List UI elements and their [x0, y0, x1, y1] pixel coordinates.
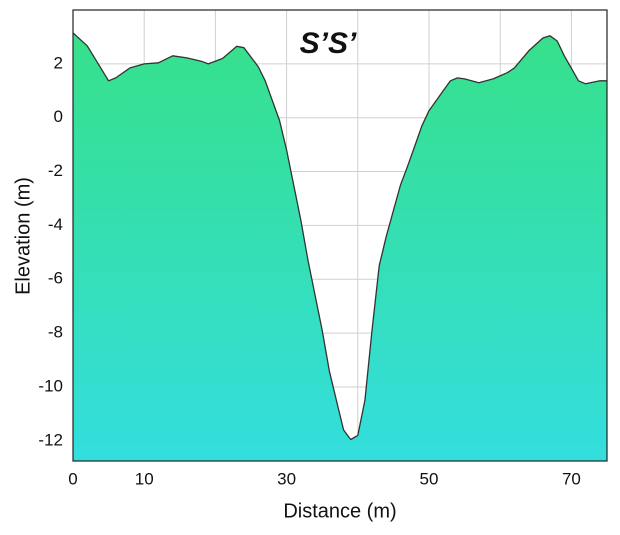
- elevation-area: [73, 32, 607, 462]
- x-tick-label: 0: [68, 469, 77, 488]
- x-tick-label: 30: [277, 469, 296, 488]
- y-tick-label: 2: [54, 53, 63, 72]
- plot-frame: [72, 9, 608, 462]
- chart-title: S’S’: [300, 27, 357, 60]
- x-tick-label: 50: [420, 469, 439, 488]
- x-tick-label: 70: [562, 469, 581, 488]
- tick-labels: 2 0 -2 -4 -6 -8 -10 -12 0 10 30 50 70: [38, 53, 580, 488]
- y-tick-label: -4: [48, 215, 63, 234]
- y-tick-label: -2: [48, 161, 63, 180]
- elevation-line: [72, 32, 607, 441]
- y-tick-label: -12: [38, 430, 63, 449]
- marks: [72, 32, 607, 462]
- x-tick-label: 10: [135, 469, 154, 488]
- y-tick-label: -8: [48, 323, 63, 342]
- y-tick-label: -6: [48, 269, 63, 288]
- y-tick-label: 0: [54, 107, 63, 126]
- y-tick-label: -10: [38, 376, 63, 395]
- x-axis-title: Distance (m): [283, 500, 396, 522]
- y-axis-title: Elevation (m): [12, 177, 34, 295]
